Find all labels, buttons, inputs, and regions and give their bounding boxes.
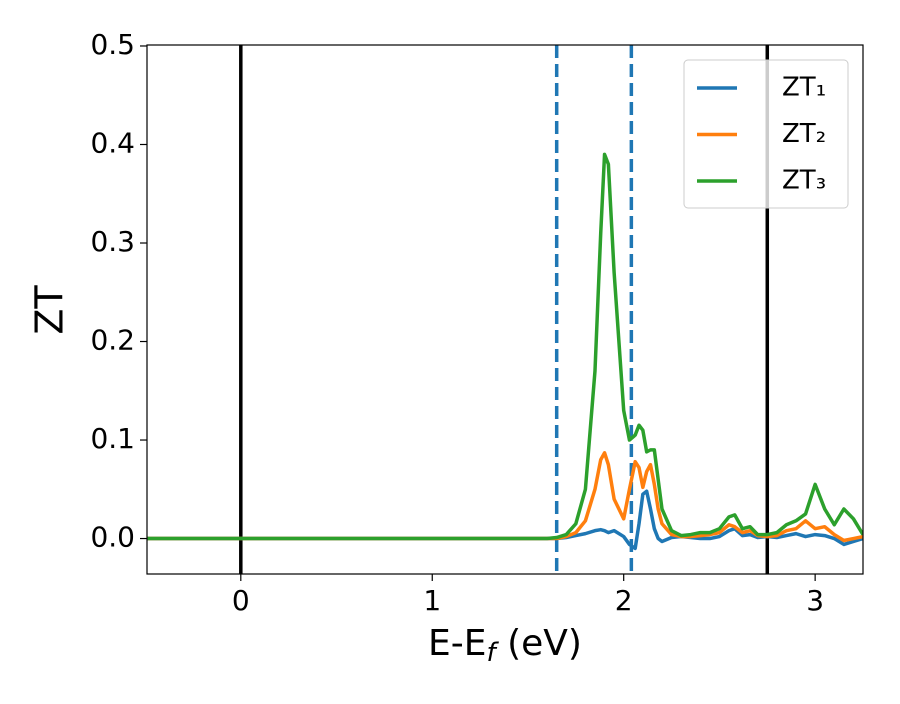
- y-tick-label: 0.4: [90, 126, 135, 159]
- x-tick-label: 3: [806, 584, 824, 617]
- y-axis-label: ZT: [28, 285, 72, 335]
- y-tick-label: 0.2: [90, 324, 135, 357]
- legend-label: ZT₁: [782, 73, 826, 103]
- series-line: [147, 451, 863, 543]
- series-line: [147, 152, 863, 541]
- x-axis-label-part: E-E: [428, 623, 486, 664]
- plot-frame: [146, 44, 864, 575]
- x-tick-label: 0: [232, 584, 250, 617]
- x-axis-label: E-Ef (eV): [428, 623, 582, 668]
- legend-label: ZT₃: [782, 166, 826, 196]
- y-tick-label: 0.5: [90, 28, 135, 61]
- legend-box: [683, 59, 849, 209]
- legend-label: ZT₂: [782, 119, 826, 149]
- y-tick-label: 0.0: [90, 521, 135, 554]
- series-line: [147, 489, 863, 551]
- x-tick-label: 1: [423, 584, 441, 617]
- y-tick-label: 0.3: [90, 225, 135, 258]
- x-tick-label: 2: [615, 584, 633, 617]
- legend: ZT₁ ZT₂ ZT₃: [683, 59, 849, 209]
- x-axis-label-part: (eV): [496, 623, 582, 664]
- plot-area: [147, 45, 863, 574]
- y-tick-label: 0.1: [90, 422, 135, 455]
